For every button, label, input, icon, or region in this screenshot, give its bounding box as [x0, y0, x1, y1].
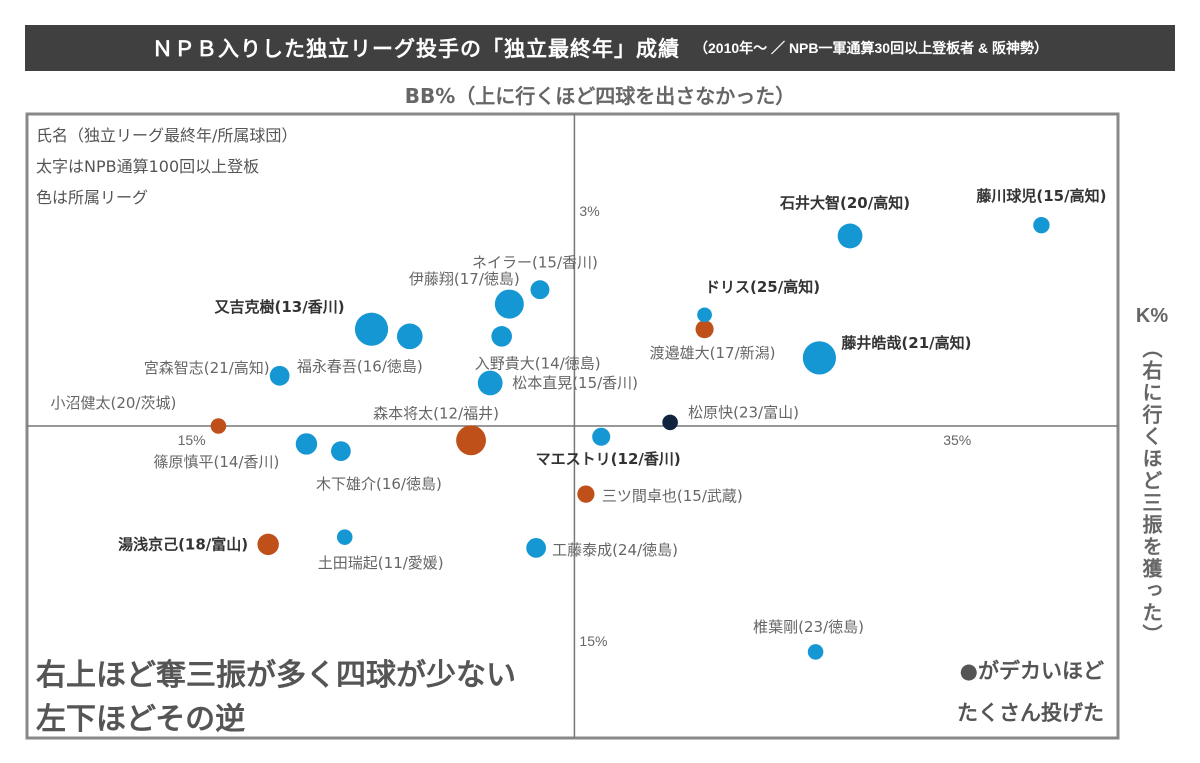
- data-label: 椎葉剛(23/徳島): [753, 618, 864, 636]
- data-label: 小沼健太(20/茨城): [50, 394, 176, 412]
- data-point: [456, 425, 486, 456]
- data-label: 藤井皓哉(21/高知): [841, 334, 971, 352]
- data-label: ドリス(25/高知): [705, 278, 820, 296]
- y-axis-title: BB%（上に行くほど四球を出さなかった）: [404, 84, 796, 108]
- y-tick-label: 15%: [579, 633, 607, 649]
- data-point: [295, 433, 318, 455]
- data-point: [336, 529, 353, 545]
- title-bar: ＮＰＢ入りした独立リーグ投手の「独立最終年」成績 （2010年～ ／ NPB一軍…: [25, 25, 1175, 71]
- data-point: [802, 341, 837, 375]
- chart-subtitle: （2010年～ ／ NPB一軍通算30回以上登板者 & 阪神勢）: [694, 40, 1048, 56]
- data-label: 木下雄介(16/徳島): [316, 475, 442, 493]
- data-point: [257, 533, 279, 556]
- data-label: 又吉克樹(13/香川): [214, 298, 344, 316]
- data-point: [592, 427, 611, 446]
- data-point: [697, 307, 712, 323]
- data-label: 宮森智志(21/高知): [144, 359, 270, 377]
- data-label: 松原快(23/富山): [688, 403, 799, 421]
- data-point: [1033, 216, 1050, 234]
- data-label: 入野貴大(14/徳島): [475, 354, 601, 372]
- data-point: [354, 312, 389, 346]
- data-label: 三ツ間卓也(15/武蔵): [602, 487, 743, 505]
- data-point: [526, 538, 547, 558]
- data-label: 石井大智(20/高知): [779, 194, 910, 212]
- data-point: [477, 370, 503, 396]
- data-point: [695, 320, 714, 339]
- legend-note-color: 色は所属リーグ: [36, 188, 149, 207]
- data-label: 湯浅京己(18/富山): [118, 535, 248, 553]
- data-label: 工藤泰成(24/徳島): [552, 541, 678, 559]
- data-label: 松本直晃(15/香川): [512, 374, 638, 392]
- data-label: マエストリ(12/香川): [536, 450, 681, 468]
- x-tick-label: 35%: [943, 432, 971, 448]
- data-point: [807, 644, 824, 660]
- annotation-size-meaning-2: たくさん投げた: [957, 701, 1104, 725]
- data-point: [331, 441, 351, 461]
- annotation-size-meaning-1: ●がデカいほど: [959, 659, 1104, 683]
- annotation-upper-right-meaning: 右上ほど奪三振が多く四球が少ない: [36, 658, 516, 693]
- data-label: 土田瑞起(11/愛媛): [318, 554, 444, 572]
- data-label: 森本将太(12/福井): [373, 404, 499, 422]
- data-label: 藤川球児(15/高知): [976, 187, 1106, 205]
- data-point: [210, 418, 227, 434]
- legend-note-bold: 太字はNPB通算100回以上登板: [36, 157, 260, 176]
- x-axis-subtitle: （右に行くほど三振を獲った）: [1139, 338, 1163, 646]
- data-point: [530, 280, 550, 300]
- y-tick-label: 3%: [579, 203, 599, 219]
- legend-note-name-format: 氏名（独立リーグ最終年/所属球団）: [36, 126, 298, 145]
- data-point: [491, 326, 512, 347]
- x-tick-label: 15%: [178, 432, 206, 448]
- x-axis-title: K%: [1135, 305, 1169, 327]
- chart-title: ＮＰＢ入りした独立リーグ投手の「独立最終年」成績: [152, 37, 681, 61]
- data-label: 福永春吾(16/徳島): [297, 357, 423, 375]
- data-label: ネイラー(15/香川): [472, 254, 598, 272]
- data-label: 篠原慎平(14/香川): [154, 453, 280, 471]
- data-point: [396, 323, 423, 350]
- data-label: 渡邉雄大(17/新潟): [650, 344, 776, 362]
- data-label: 伊藤翔(17/徳島): [409, 270, 520, 288]
- data-point: [577, 485, 595, 503]
- data-point: [269, 365, 290, 386]
- data-point: [494, 289, 524, 319]
- annotation-lower-left-meaning: 左下ほどその逆: [36, 702, 246, 737]
- data-point: [837, 223, 863, 249]
- data-point: [662, 414, 678, 431]
